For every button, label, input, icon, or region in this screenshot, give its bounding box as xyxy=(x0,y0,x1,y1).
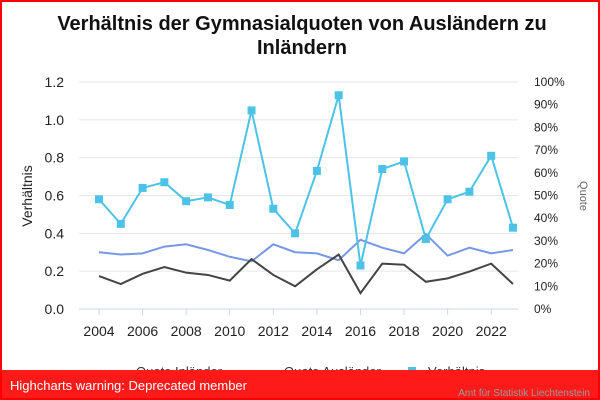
x-axis-ticks: 2004 2006 2008 2010 2012 2014 2016 2018 2020 2022 xyxy=(79,308,518,339)
y-tick-label: 0.8 xyxy=(45,150,65,166)
y2-tick-label: 0% xyxy=(534,302,552,316)
y2-tick-label: 70% xyxy=(534,143,558,157)
y2-tick-label: 40% xyxy=(534,211,558,225)
x-tick-label: 2010 xyxy=(214,323,245,339)
y2-tick-label: 10% xyxy=(534,279,558,293)
y-tick-label: 0.2 xyxy=(45,263,65,279)
y-tick-label: 0.4 xyxy=(45,225,65,241)
series-layer xyxy=(95,91,517,295)
x-tick-label: 2006 xyxy=(127,323,158,339)
y-tick-label: 1.2 xyxy=(45,74,65,90)
y2-tick-label: 20% xyxy=(534,257,558,271)
data-point[interactable] xyxy=(312,166,321,175)
data-point[interactable] xyxy=(356,261,365,270)
warning-banner: Highcharts warning: Deprecated member xyxy=(2,370,598,398)
data-point[interactable] xyxy=(465,187,474,196)
data-point[interactable] xyxy=(509,223,517,232)
data-point[interactable] xyxy=(138,183,147,192)
y2-axis-label: Quote xyxy=(577,181,589,211)
x-tick-label: 2020 xyxy=(432,323,463,339)
y-axis-ticks: 0.0 0.2 0.4 0.6 0.8 1.0 1.2 xyxy=(45,74,65,317)
data-point[interactable] xyxy=(400,157,409,166)
data-point[interactable] xyxy=(203,193,212,202)
y2-tick-label: 80% xyxy=(534,120,558,134)
y-tick-label: 0.0 xyxy=(45,301,65,317)
y2-tick-label: 30% xyxy=(534,234,558,248)
x-tick-label: 2022 xyxy=(476,323,507,339)
data-point[interactable] xyxy=(421,235,430,244)
y2-tick-label: 60% xyxy=(534,166,558,180)
data-point[interactable] xyxy=(334,91,343,100)
x-tick-label: 2008 xyxy=(171,323,202,339)
data-point[interactable] xyxy=(378,165,387,174)
x-tick-label: 2004 xyxy=(83,323,114,339)
y2-tick-label: 100% xyxy=(534,75,565,89)
x-tick-label: 2014 xyxy=(301,323,332,339)
data-point[interactable] xyxy=(225,200,234,209)
data-point[interactable] xyxy=(291,229,300,238)
x-tick-label: 2012 xyxy=(258,323,289,339)
data-point[interactable] xyxy=(247,106,256,115)
x-tick-label: 2018 xyxy=(388,323,419,339)
data-point[interactable] xyxy=(95,195,103,204)
grid xyxy=(79,81,518,310)
y2-axis-ticks: 0% 10% 20% 30% 40% 50% 60% 70% 80% 90% 100% xyxy=(534,75,565,316)
data-point[interactable] xyxy=(160,178,169,187)
y-tick-label: 1.0 xyxy=(45,112,65,128)
data-point[interactable] xyxy=(487,151,496,160)
credits[interactable]: Amt für Statistik Liechtenstein xyxy=(458,388,590,399)
series-line-1[interactable] xyxy=(98,253,514,295)
y2-tick-label: 50% xyxy=(534,189,558,203)
series-line-0[interactable] xyxy=(98,232,514,263)
data-point[interactable] xyxy=(269,204,278,213)
y-axis-label: Verhältnis xyxy=(19,165,35,226)
data-point[interactable] xyxy=(443,195,452,204)
chart-title-line-1: Verhältnis der Gymnasialquoten von Auslä… xyxy=(57,13,546,35)
y-tick-label: 0.6 xyxy=(45,188,65,204)
chart-title-line-2: Inländern xyxy=(257,37,347,59)
y2-tick-label: 90% xyxy=(534,98,558,112)
x-tick-label: 2016 xyxy=(345,323,376,339)
data-point[interactable] xyxy=(116,219,125,228)
data-point[interactable] xyxy=(182,197,191,206)
